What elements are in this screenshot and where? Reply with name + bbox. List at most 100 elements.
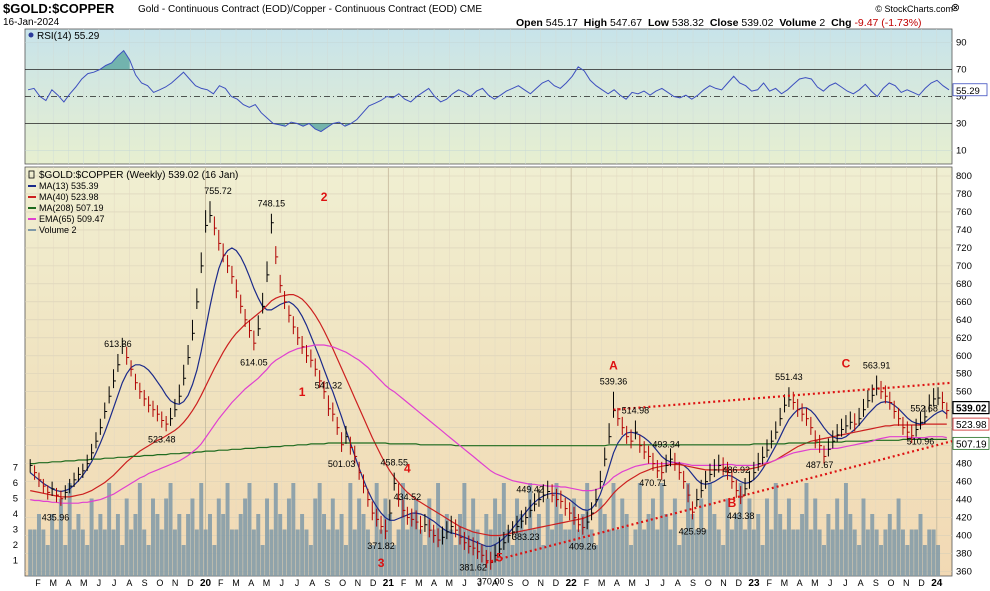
volume-bar	[32, 529, 37, 576]
volume-bar	[839, 529, 844, 576]
volume-bar	[41, 529, 46, 576]
volume-bar	[848, 514, 853, 576]
x-tick-label: A	[65, 578, 71, 588]
price-bar	[121, 337, 125, 354]
volume-bar	[624, 514, 629, 576]
price-bar	[797, 398, 801, 417]
volume-bar	[791, 529, 796, 576]
price-bar	[946, 402, 950, 419]
price-annotation: 409.26	[569, 542, 597, 552]
x-tick-label: O	[339, 578, 346, 588]
price-bar	[174, 398, 178, 417]
price-y-tick-label: 800	[956, 171, 972, 182]
price-bar	[788, 387, 792, 408]
x-tick-label: 21	[383, 578, 395, 589]
price-bar	[51, 481, 55, 496]
volume-bar	[374, 483, 379, 576]
price-annotation: 434.52	[394, 492, 422, 502]
price-bar	[836, 424, 840, 443]
volume-bar	[615, 529, 620, 576]
x-tick-label: 20	[200, 578, 212, 589]
price-bar	[345, 425, 349, 444]
volume-bar	[45, 545, 50, 576]
volume-bar	[743, 529, 748, 576]
price-bar	[406, 506, 410, 525]
x-tick-label: A	[248, 578, 254, 588]
volume-bar	[782, 529, 787, 576]
volume-bar	[887, 514, 892, 576]
series-line-ma40	[30, 294, 947, 537]
volume-bar	[418, 529, 423, 576]
price-bar	[468, 535, 472, 554]
x-tick-label: N	[172, 578, 179, 588]
x-tick-label: F	[401, 578, 407, 588]
volume-bar	[94, 529, 98, 576]
volume-bar	[107, 483, 112, 576]
price-bar	[305, 344, 309, 363]
chart-description: Gold - Continuous Contract (EOD)/Copper …	[138, 4, 482, 15]
volume-bar	[905, 545, 910, 576]
price-bar	[757, 452, 761, 471]
x-tick-label: 23	[748, 578, 760, 589]
series-line-ma13	[29, 247, 948, 547]
price-bar	[933, 388, 937, 407]
price-bar	[222, 243, 226, 263]
volume-bar	[738, 483, 743, 576]
rsi-y-tick-label: 30	[956, 119, 967, 130]
x-tick-label: D	[553, 578, 560, 588]
price-bar	[871, 384, 875, 403]
volume-bar	[822, 545, 826, 576]
volume-bar	[28, 529, 33, 576]
price-annotation: 435.96	[42, 512, 70, 522]
price-bar	[139, 382, 143, 399]
volume-bar	[256, 514, 261, 576]
volume-bar	[580, 514, 585, 576]
volume-bar	[212, 545, 217, 576]
price-y-tick-label: 640	[956, 315, 972, 326]
price-bar	[898, 407, 901, 426]
price-annotation: 514.98	[622, 405, 650, 415]
x-tick-label: D	[918, 578, 925, 588]
price-y-tick-label: 480	[956, 459, 972, 470]
price-bar	[301, 335, 305, 354]
price-bar	[687, 484, 691, 503]
x-tick-label: M	[446, 578, 454, 588]
volume-bar	[181, 545, 186, 576]
volume-bar	[725, 498, 730, 576]
x-tick-label: O	[522, 578, 529, 588]
price-bar	[143, 389, 147, 407]
price-bar	[354, 445, 358, 464]
volume-bar	[909, 529, 914, 576]
wave-label-C: C	[842, 356, 851, 370]
wave-label-1: 1	[299, 385, 306, 399]
volume-bar	[36, 514, 41, 576]
last-price-tag-text: 523.98	[956, 420, 987, 431]
price-bar	[60, 490, 64, 506]
price-bar	[832, 430, 836, 449]
rsi-y-tick-label: 90	[956, 38, 967, 49]
x-tick-label: M	[263, 578, 271, 588]
volume-y-tick-label: 4	[13, 509, 18, 520]
price-bar	[441, 526, 445, 545]
volume-bar	[159, 529, 164, 576]
price-bar	[577, 513, 581, 532]
price-bar	[919, 411, 923, 430]
price-bar	[819, 434, 823, 453]
price-bar	[380, 515, 384, 534]
price-bar	[854, 413, 858, 432]
price-bar	[481, 544, 485, 563]
price-bar	[661, 461, 665, 480]
x-tick-label: A	[858, 578, 864, 588]
close-icon[interactable]: ⊗	[950, 2, 960, 14]
price-y-tick-label: 760	[956, 207, 972, 218]
volume-bar	[857, 545, 862, 576]
price-bar	[187, 344, 191, 365]
low-label: Low	[647, 17, 669, 29]
volume-bar	[734, 514, 739, 576]
volume-bar	[172, 529, 177, 576]
x-tick-label: N	[355, 578, 362, 588]
volume-bar	[234, 529, 239, 576]
rsi-line	[27, 49, 950, 133]
price-bar	[735, 479, 739, 498]
